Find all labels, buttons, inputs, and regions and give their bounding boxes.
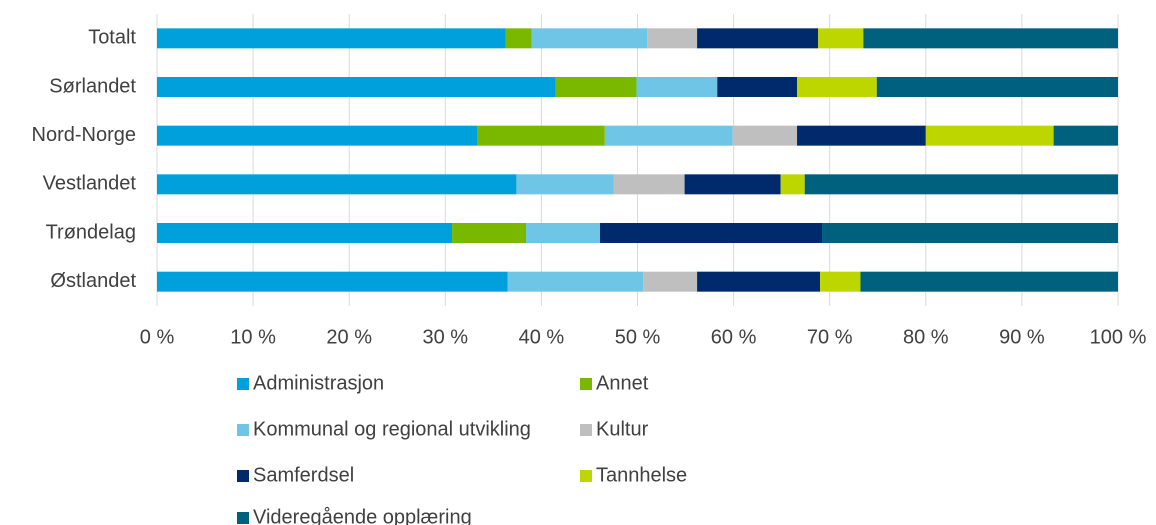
- bar-segment: [860, 271, 1118, 292]
- legend-swatch: [237, 470, 249, 482]
- bar-segment: [1053, 125, 1118, 146]
- bar-segment: [804, 174, 1118, 195]
- bar-segment: [157, 223, 453, 243]
- legend-swatch: [580, 424, 592, 436]
- bar-segment: [507, 271, 644, 292]
- bar-segment: [925, 125, 1054, 146]
- y-tick-label: Vestlandet: [43, 173, 137, 195]
- bar-segment: [157, 271, 508, 292]
- bar-segment: [526, 223, 601, 243]
- bar-segment: [697, 271, 821, 292]
- x-tick-label: 20 %: [326, 326, 372, 348]
- y-tick-label: Østlandet: [50, 270, 136, 292]
- bar-segment: [555, 77, 637, 97]
- bar-segment: [820, 271, 861, 292]
- legend-label: Kommunal og regional utvikling: [253, 418, 531, 440]
- x-tick-label: 40 %: [519, 326, 565, 348]
- legend-swatch: [580, 470, 592, 482]
- y-tick-label: Nord-Norge: [32, 124, 136, 146]
- bar-segment: [157, 28, 506, 49]
- legend-label: Tannhelse: [596, 464, 687, 486]
- bar-segment: [717, 77, 798, 97]
- legend-label: Samferdsel: [253, 464, 354, 486]
- bar-segment: [157, 174, 517, 195]
- legend-label: Administrasjon: [253, 372, 384, 394]
- bar-segment: [157, 125, 478, 146]
- legend-swatch: [237, 378, 249, 390]
- bar-segment: [604, 125, 733, 146]
- y-tick-label: Trøndelag: [46, 221, 136, 243]
- legend-swatch: [237, 512, 249, 524]
- legend-label: Annet: [596, 372, 649, 394]
- bar-segment: [600, 223, 823, 243]
- bar-segment: [818, 28, 864, 49]
- legend-swatch: [580, 378, 592, 390]
- bar-segment: [477, 125, 605, 146]
- bar-segment: [452, 223, 527, 243]
- x-tick-label: 10 %: [230, 326, 276, 348]
- x-tick-label: 100 %: [1090, 326, 1147, 348]
- x-tick-label: 30 %: [423, 326, 469, 348]
- legend-label: Videregående opplæring: [253, 506, 472, 525]
- bar-segment: [797, 77, 877, 97]
- bar-segment: [636, 77, 718, 97]
- bar-segment: [505, 28, 532, 49]
- x-tick-label: 50 %: [615, 326, 661, 348]
- y-tick-label: Sørlandet: [49, 75, 136, 97]
- x-tick-label: 80 %: [903, 326, 949, 348]
- bar-segment: [157, 77, 556, 97]
- bar-segment: [613, 174, 685, 195]
- bar-segment: [643, 271, 698, 292]
- bar-segment: [780, 174, 805, 195]
- bar-segment: [697, 28, 819, 49]
- legend-swatch: [237, 424, 249, 436]
- x-tick-label: 0 %: [140, 326, 175, 348]
- bar-segment: [531, 28, 648, 49]
- bar-segment: [516, 174, 614, 195]
- bar-segment: [863, 28, 1118, 49]
- y-tick-label: Totalt: [88, 27, 136, 49]
- bar-segment: [647, 28, 698, 49]
- x-tick-label: 70 %: [807, 326, 853, 348]
- bar-segment: [822, 223, 1118, 243]
- bar-segment: [876, 77, 1118, 97]
- x-tick-label: 60 %: [711, 326, 757, 348]
- legend-label: Kultur: [596, 418, 649, 440]
- bar-segment: [797, 125, 926, 146]
- x-tick-label: 90 %: [999, 326, 1045, 348]
- bar-segment: [684, 174, 781, 195]
- bar-segment: [732, 125, 798, 146]
